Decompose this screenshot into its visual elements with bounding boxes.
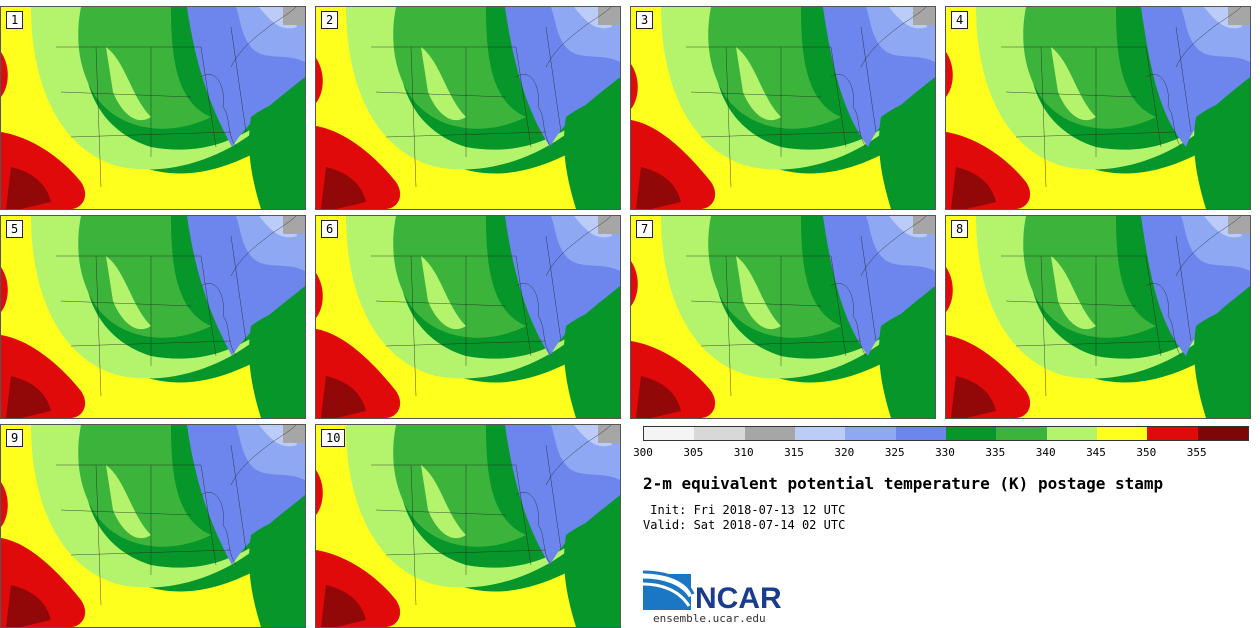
valid-time: Valid: Sat 2018-07-14 02 UTC [643,518,846,532]
colorbar-label: 345 [1086,446,1106,459]
colorbar-label: 320 [834,446,855,459]
colorbar-segment [644,427,695,440]
member-number-label: 5 [6,220,24,238]
init-time: Init: Fri 2018-07-13 12 UTC [643,503,846,517]
colorbar-segment [744,427,795,440]
colorbar-label: 350 [1136,446,1157,459]
chart-title: 2-m equivalent potential temperature (K)… [643,474,1164,493]
colorbar-label: 355 [1186,446,1207,459]
colorbar-segment [945,427,997,440]
member-number-label: 4 [951,11,969,29]
colorbar-label: 325 [884,446,905,459]
ncar-logo: NCAR [643,570,782,615]
ensemble-member-map: 5 [0,215,306,419]
ensemble-member-map: 2 [315,6,621,210]
ensemble-member-map: 3 [630,6,936,210]
member-number-label: 10 [321,429,346,447]
ensemble-member-map: 10 [315,424,621,628]
colorbar-segment [996,427,1047,440]
colorbar [643,426,1249,441]
member-number-label: 8 [951,220,969,238]
ensemble-member-map: 9 [0,424,306,628]
colorbar-segment [1147,427,1198,440]
member-number-label: 1 [6,11,24,29]
colorbar-segment [895,427,946,440]
colorbar-label: 300 [633,446,653,459]
colorbar-label: 330 [935,446,955,459]
member-number-label: 9 [6,429,24,447]
ensemble-member-map: 4 [945,6,1251,210]
member-number-label: 2 [321,11,339,29]
colorbar-segment [845,427,896,440]
website-link[interactable]: ensemble.ucar.edu [653,612,766,625]
member-number-label: 6 [321,220,339,238]
colorbar-label: 305 [683,446,704,459]
colorbar-label: 310 [733,446,754,459]
colorbar-labels: 300 305 310 315 320 325 330 335 340 345 350 355 [633,446,1247,460]
ensemble-member-map: 6 [315,215,621,419]
colorbar-label: 335 [985,446,1006,459]
colorbar-segment [1096,427,1148,440]
ensemble-member-map: 7 [630,215,936,419]
colorbar-label: 340 [1035,446,1056,459]
ensemble-member-map: 8 [945,215,1251,419]
colorbar-segment [794,427,846,440]
colorbar-segment [1197,427,1248,440]
colorbar-label: 315 [784,446,804,459]
colorbar-segment [1046,427,1097,440]
colorbar-segment [694,427,745,440]
member-number-label: 3 [636,11,654,29]
ncar-logo-text: NCAR [695,582,782,615]
member-number-label: 7 [636,220,654,238]
ensemble-member-map: 1 [0,6,306,210]
